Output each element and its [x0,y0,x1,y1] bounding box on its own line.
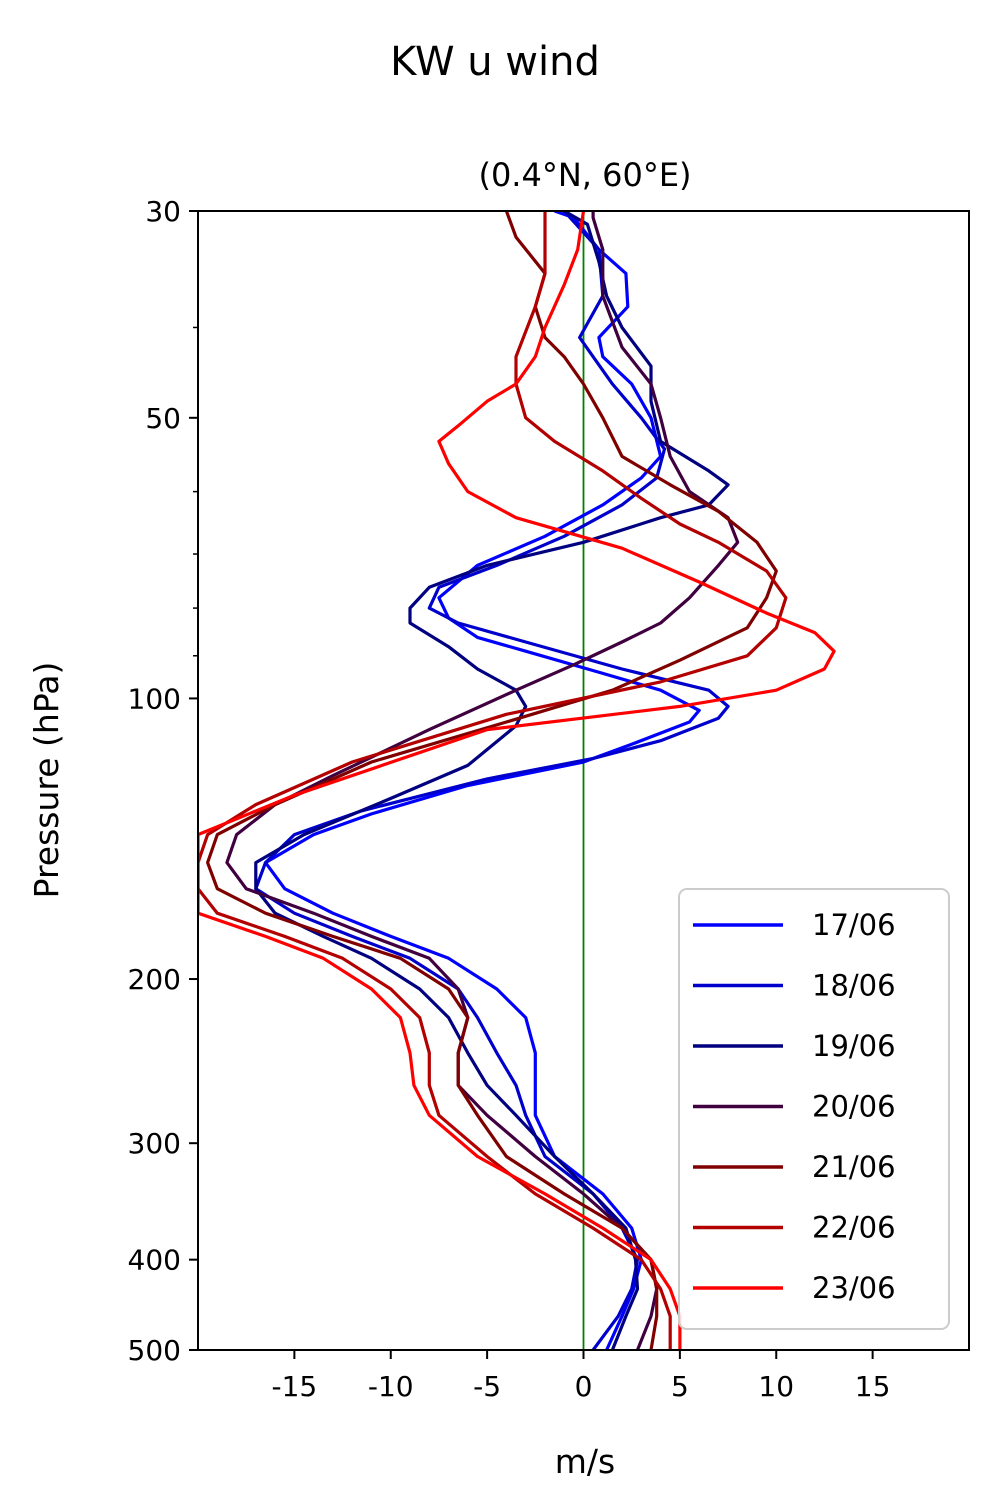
y-tick-label: 500 [128,1334,181,1367]
legend-label-1: 18/06 [812,969,896,1003]
series-line-4 [206,211,778,1350]
series-line-0 [263,211,701,1350]
y-tick-label: 100 [128,682,181,715]
y-tick-label: 50 [145,402,181,435]
legend-label-4: 21/06 [812,1150,896,1184]
legend-label-0: 17/06 [812,908,896,942]
y-tick-label: 400 [128,1244,181,1277]
legend: 17/06 18/06 19/06 20/06 21/06 22/06 23/06 [678,888,950,1330]
y-axis-ticks: 30 50 100 200 300 400 500 [128,195,198,1367]
legend-label-5: 22/06 [812,1211,896,1245]
plot-area: -15 -10 -5 0 5 10 15 30 50 100 200 300 400 500 [128,195,970,1403]
legend-label-6: 23/06 [812,1271,896,1305]
x-tick-label: 0 [575,1370,593,1403]
legend-label-2: 19/06 [812,1029,896,1063]
series-layer [198,211,836,1350]
chart-subtitle: (0.4°N, 60°E) [478,156,691,194]
x-tick-label: 10 [758,1370,794,1403]
y-axis-label: Pressure (hPa) [27,662,66,899]
chart-title: KW u wind [390,39,600,85]
x-tick-label: -5 [473,1370,501,1403]
y-tick-label: 200 [128,963,181,996]
y-tick-label: 30 [145,195,181,228]
legend-box [678,888,950,1330]
series-line-6 [198,211,836,1350]
x-tick-label: -15 [272,1370,318,1403]
series-line-5 [198,211,788,1350]
series-line-1 [254,211,730,1350]
x-axis-ticks: -15 -10 -5 0 5 10 15 [272,1350,891,1403]
legend-items: 17/06 18/06 19/06 20/06 21/06 22/06 23/06 [693,908,896,1305]
x-tick-label: 5 [671,1370,689,1403]
legend-label-3: 20/06 [812,1090,896,1124]
x-tick-label: 15 [855,1370,891,1403]
y-tick-label: 300 [128,1127,181,1160]
x-axis-label: m/s [555,1442,615,1481]
x-tick-label: -10 [368,1370,414,1403]
